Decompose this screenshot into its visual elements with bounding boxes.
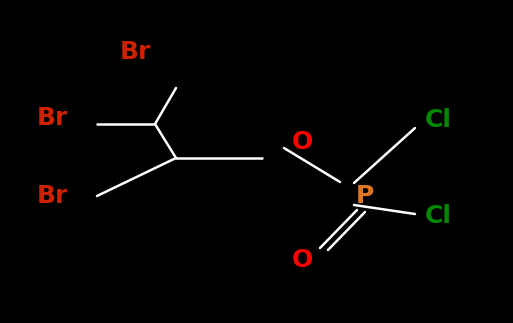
Text: Cl: Cl — [424, 204, 451, 228]
Text: O: O — [291, 248, 312, 272]
Text: O: O — [291, 130, 312, 154]
Text: Br: Br — [36, 184, 68, 208]
Text: Cl: Cl — [424, 108, 451, 132]
Text: Br: Br — [36, 106, 68, 130]
Text: Br: Br — [120, 40, 151, 64]
Text: P: P — [356, 184, 374, 208]
